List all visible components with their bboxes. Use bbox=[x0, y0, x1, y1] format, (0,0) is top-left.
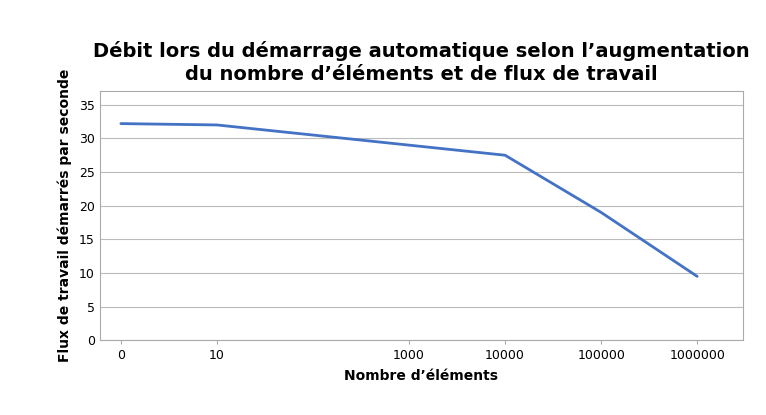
Y-axis label: Flux de travail démarrés par seconde: Flux de travail démarrés par seconde bbox=[57, 69, 72, 362]
Title: Débit lors du démarrage automatique selon l’augmentation
du nombre d’éléments et: Débit lors du démarrage automatique selo… bbox=[93, 41, 750, 84]
X-axis label: Nombre d’éléments: Nombre d’éléments bbox=[344, 369, 499, 383]
